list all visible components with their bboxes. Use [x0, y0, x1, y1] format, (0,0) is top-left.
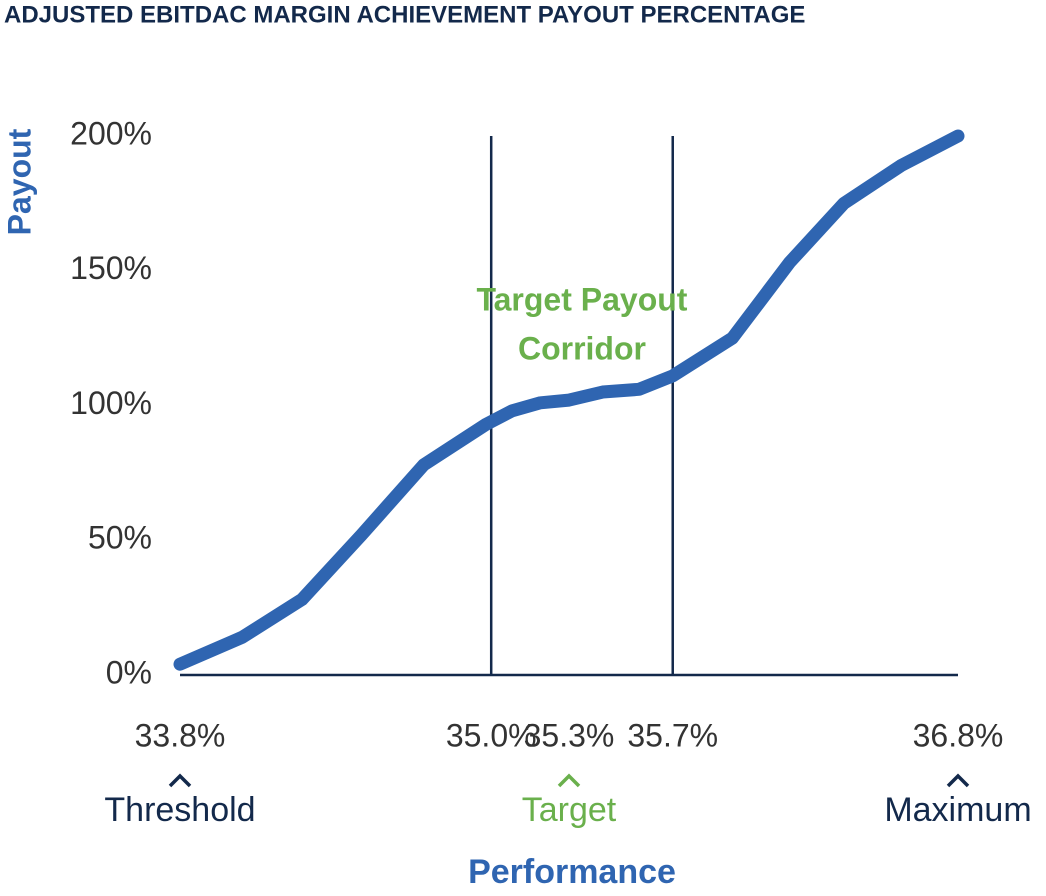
marker-caret [168, 773, 192, 788]
y-tick-label: 200% [70, 115, 152, 151]
x-axis-title: Performance [468, 853, 676, 891]
corridor-label: Corridor [518, 330, 646, 366]
y-tick-label: 150% [70, 250, 152, 286]
y-tick-label: 0% [106, 654, 152, 690]
marker-label: Target [522, 791, 617, 829]
marker-label: Threshold [104, 791, 255, 829]
marker-caret [557, 773, 581, 788]
corridor-label: Target Payout [476, 281, 687, 317]
x-tick-label: 35.7% [627, 717, 718, 753]
x-tick-label: 35.3% [524, 717, 615, 753]
marker-label: Maximum [884, 791, 1031, 829]
x-tick-label: 36.8% [913, 717, 1004, 753]
y-tick-label: 100% [70, 385, 152, 421]
chart-title: ADJUSTED EBITDAC MARGIN ACHIEVEMENT PAYO… [4, 1, 805, 28]
marker-caret [946, 773, 970, 788]
x-tick-label: 35.0% [446, 717, 537, 753]
y-tick-label: 50% [88, 520, 152, 556]
payout-line [173, 129, 965, 671]
x-tick-label: 33.8% [135, 717, 226, 753]
y-axis-title: Payout [1, 128, 37, 235]
